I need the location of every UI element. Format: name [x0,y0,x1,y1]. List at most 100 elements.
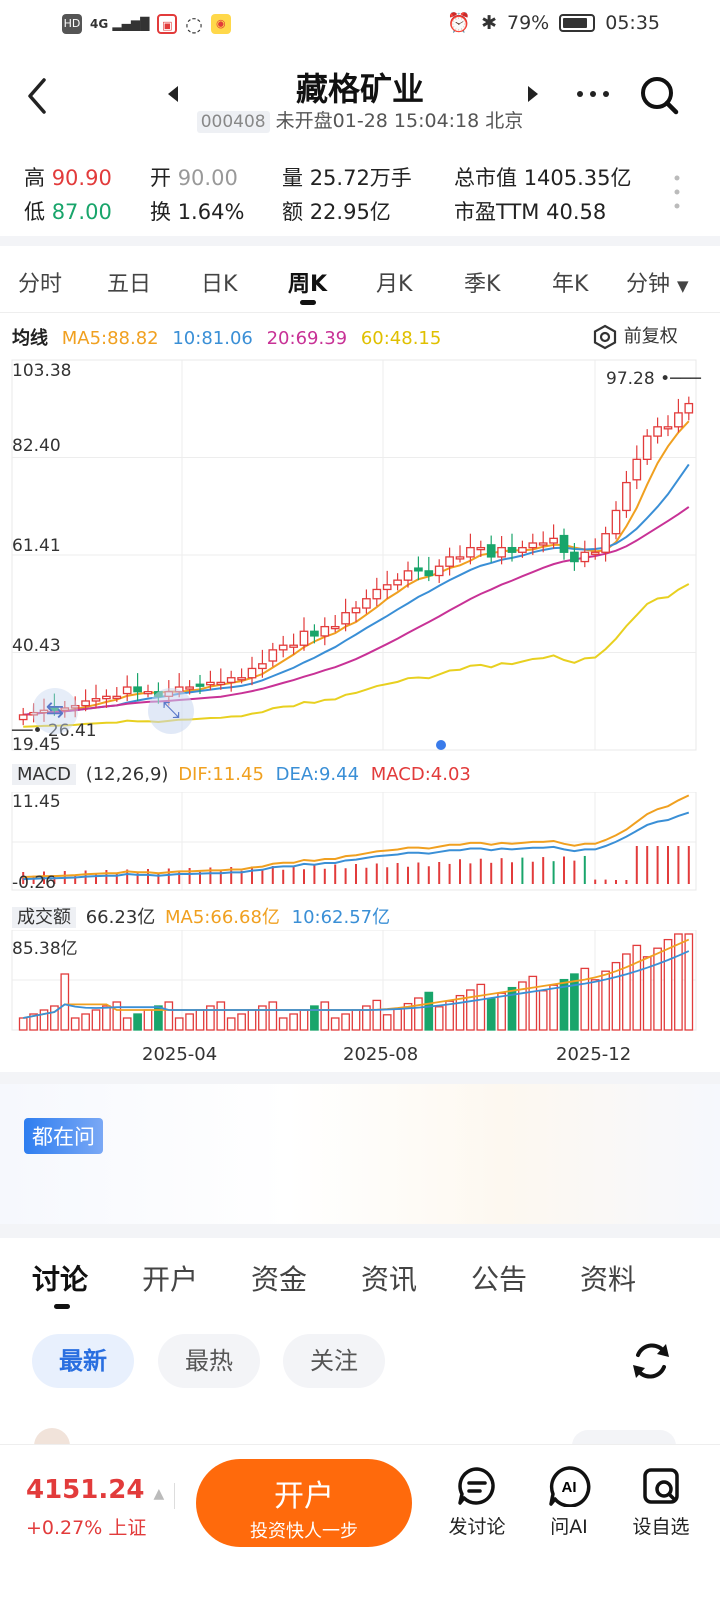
follow-button[interactable] [572,1430,676,1446]
tab-minute[interactable]: 分钟 ▼ [626,272,689,297]
ask-banner[interactable]: 都在问 [0,1084,720,1224]
tab-five-day[interactable]: 五日 [107,272,152,297]
candle-body [663,426,673,430]
tab-profile[interactable]: 资料 [580,1263,637,1296]
battery-icon [559,13,596,32]
macd-frame [11,792,697,891]
macd-bars [22,846,690,884]
macd-params: (12,26,9) [85,764,169,785]
volume-bar [362,1005,371,1031]
volume-bar [674,933,683,1031]
quote-stats: 高 90.90 低 87.00 开 90.00 换 1.64% 量 25.72万… [24,158,694,228]
ma-label: 均线 [12,328,48,349]
ma60-value: 60:48.15 [360,328,442,349]
ask-ai-button[interactable]: AI 问AI [536,1465,602,1539]
next-stock-icon[interactable] [526,85,540,103]
candle-body [642,435,652,460]
open-account-button[interactable]: 开户 投资快人一步 [196,1459,412,1547]
refresh-icon[interactable] [628,1338,674,1384]
volume-axis-max: 85.38亿 [12,939,78,959]
candle-body [268,649,278,662]
stock-subtitle: 000408 未开盘01-28 15:04:18 北京 [0,106,720,133]
search-icon[interactable] [638,74,680,116]
candle-body [507,546,517,553]
candle-body [445,556,454,567]
volume-bar [518,981,527,1031]
filter-following[interactable]: 关注 [283,1334,385,1388]
volume-bar [601,970,610,1031]
avatar[interactable] [34,1428,70,1446]
ma20-value: 20:69.39 [266,328,348,349]
volume-bar [50,1005,59,1031]
tab-intraday[interactable]: 分时 [18,272,63,297]
section-divider [0,236,720,246]
tab-weekly[interactable]: 周K [288,272,328,297]
ma10-value: 10:81.06 [172,328,253,349]
news-tab-indicator [54,1304,70,1309]
stock-code: 000408 [196,111,270,133]
volume-bar [247,1009,257,1031]
tab-yearly[interactable]: 年K [552,272,589,297]
prev-stock-icon[interactable] [166,85,180,103]
ma5-value: MA5:88.82 [61,328,159,349]
filter-hot[interactable]: 最热 [158,1334,260,1388]
macd-label: MACD [12,764,76,785]
candle-body [466,546,475,558]
volume-bar [289,1013,298,1031]
candle-body [570,551,579,563]
fullscreen-icon[interactable]: ⤡ [148,688,194,734]
tab-announcements[interactable]: 公告 [471,1263,528,1296]
loading-icon: ◌ [185,12,203,36]
date-tick-3: 2025-12 [556,1044,632,1065]
min-price-marker: ──• 26.41 [12,721,97,741]
candle-body [112,695,122,699]
active-tab-indicator [300,300,316,305]
candle-body [393,579,402,586]
tab-capital[interactable]: 资金 [251,1263,308,1296]
section-divider-3 [0,1224,720,1238]
tab-discussion[interactable]: 讨论 [32,1263,89,1296]
tab-open-account[interactable]: 开户 [142,1263,199,1296]
volume-bar [81,1013,90,1031]
volume-bar [341,1013,350,1031]
index-value[interactable]: 4151.24 ▲ [26,1475,165,1505]
volume-bar [216,1001,226,1031]
post-discussion-button[interactable]: 发讨论 [444,1465,510,1539]
candle-body [226,677,236,684]
tab-daily[interactable]: 日K [201,272,238,297]
candle-body [195,683,205,687]
volume-bar [434,1006,444,1031]
candle-body [382,584,392,591]
candle-body [29,711,38,716]
tab-news[interactable]: 资讯 [361,1263,418,1296]
stat-pe-ttm: 市盈TTM 40.58 [454,200,607,224]
volume-bar [60,973,70,1031]
volume-bar [154,1005,163,1031]
stat-amount: 额 22.95亿 [282,200,391,224]
price-chart[interactable] [0,356,720,756]
volume-bar [570,973,579,1031]
volume-chart[interactable] [0,930,720,1032]
candle-body [102,695,111,700]
expand-stats-icon[interactable] [672,174,682,210]
up-arrow-icon: ▲ [153,1486,165,1502]
more-icon[interactable] [576,88,610,100]
adjust-button[interactable]: 前复权 [592,322,678,350]
tab-quarterly[interactable]: 季K [464,272,501,297]
macd-grid [11,792,697,891]
candle-body [372,588,382,600]
filter-latest[interactable]: 最新 [32,1334,134,1388]
back-icon[interactable] [22,76,52,116]
price-axis-3: 61.41 [12,536,61,556]
add-watchlist-button[interactable]: 设自选 [626,1465,696,1539]
tab-monthly[interactable]: 月K [376,272,413,297]
ma10-line [23,463,690,716]
volume-bar [268,1001,278,1031]
volume-ma10: 10:62.57亿 [291,907,391,928]
macd-chart[interactable] [0,792,720,892]
candle-body [133,686,142,693]
alarm-icon: ⏰ [447,12,472,34]
market-status: 未开盘01-28 15:04:18 北京 [275,110,524,132]
volume-bar [466,989,475,1031]
volume-bar [590,979,600,1031]
